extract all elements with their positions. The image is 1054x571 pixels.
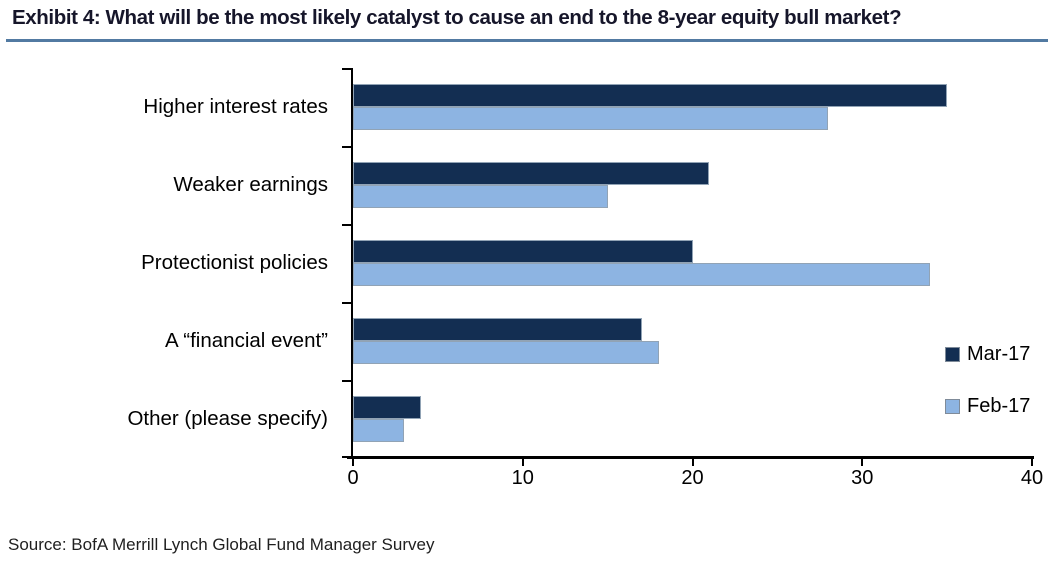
y-axis-tick <box>342 456 351 458</box>
x-tick-label: 20 <box>681 467 704 489</box>
bar-mar-17 <box>353 84 948 107</box>
x-tick-label: 0 <box>347 467 359 489</box>
category-label: Protectionist policies <box>141 251 328 274</box>
y-axis-tick <box>342 380 351 382</box>
x-axis-tick <box>861 459 864 466</box>
category-band <box>353 146 1032 224</box>
category-label: A “financial event” <box>165 329 328 352</box>
category-band <box>353 224 1032 302</box>
y-axis-tick <box>342 302 351 304</box>
bar-mar-17 <box>353 162 710 185</box>
category-label: Other (please specify) <box>127 407 328 430</box>
x-tick-label: 40 <box>1020 467 1044 489</box>
bar-feb-17 <box>353 107 829 130</box>
x-axis-line <box>347 456 1034 459</box>
bar-mar-17 <box>353 396 421 419</box>
category-label: Higher interest rates <box>143 95 328 118</box>
y-axis-tick <box>342 146 351 148</box>
y-axis-line <box>351 68 353 458</box>
x-axis-tick <box>1031 459 1033 466</box>
title-underline <box>6 39 1048 42</box>
legend-label: Mar-17 <box>967 342 1031 365</box>
x-tick-label: 10 <box>511 467 534 489</box>
bar-feb-17 <box>353 419 404 442</box>
x-axis-tick <box>521 459 524 466</box>
legend-label: Feb-17 <box>967 394 1031 417</box>
legend-item-mar-17: Mar-17 <box>945 342 1030 366</box>
chart-title: Exhibit 4: What will be the most likely … <box>12 6 902 29</box>
category-band <box>353 302 1032 380</box>
legend: Mar-17 Feb-17 <box>945 342 1030 418</box>
bar-feb-17 <box>353 263 931 286</box>
x-axis-tick <box>691 459 694 466</box>
bar-feb-17 <box>353 185 608 208</box>
x-tick-label: 30 <box>851 467 874 489</box>
legend-swatch <box>945 346 960 362</box>
source-note: Source: BofA Merrill Lynch Global Fund M… <box>8 535 435 554</box>
legend-swatch <box>945 398 960 414</box>
y-axis-tick <box>342 68 351 70</box>
plot-area: 0 10 20 30 40 <box>342 68 1043 489</box>
x-axis-tick <box>352 459 354 466</box>
category-band <box>353 380 1032 458</box>
category-axis: Higher interest rates Weaker earnings Prot… <box>0 68 341 458</box>
category-label: Weaker earnings <box>173 173 328 196</box>
category-band <box>353 68 1032 146</box>
bar-mar-17 <box>353 240 693 263</box>
y-axis-tick <box>342 224 351 226</box>
bar-mar-17 <box>353 318 642 341</box>
bar-feb-17 <box>353 341 659 364</box>
legend-item-feb-17: Feb-17 <box>945 394 1030 418</box>
